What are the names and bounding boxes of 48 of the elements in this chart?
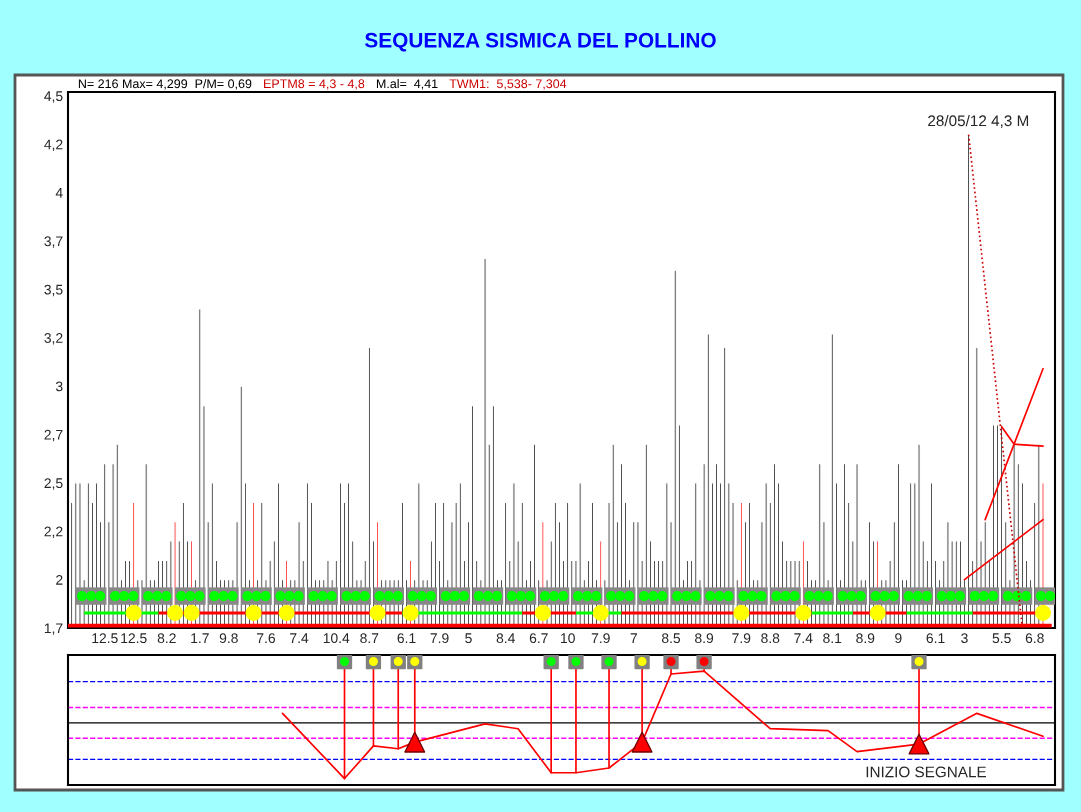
x-tick-label: 9.8 xyxy=(219,633,238,644)
x-tick-label: 12.5 xyxy=(92,633,118,644)
y-tick-label: 2 xyxy=(56,574,63,585)
x-tick-label: 7.9 xyxy=(732,633,751,644)
y-tick-label: 4,2 xyxy=(44,139,63,152)
x-tick-label: 3 xyxy=(961,633,968,644)
x-tick-label: 7.9 xyxy=(591,633,610,644)
text: EPTM8 = 4,3 - 4,8 xyxy=(264,79,365,90)
x-tick-label: 7 xyxy=(630,633,637,643)
x-tick-label: 8.9 xyxy=(695,633,714,644)
y-tick-label: 3,2 xyxy=(44,333,63,345)
y-tick-label: 3,7 xyxy=(44,236,63,248)
y-tick-label: 4,5 xyxy=(44,91,63,103)
x-tick-label: 6.8 xyxy=(1025,633,1044,644)
x-tick-label: 10 xyxy=(561,633,575,644)
x-tick-label: 5 xyxy=(465,633,472,644)
x-tick-label: 8.5 xyxy=(661,633,681,644)
x-tick-label: 7.4 xyxy=(290,633,309,643)
x-tick-label: 8.1 xyxy=(823,633,842,644)
annotation: 28/05/12 4,3 M xyxy=(928,114,1029,128)
x-tick-label: 7.4 xyxy=(794,633,813,643)
x-tick-label: 10.4 xyxy=(323,633,350,644)
y-tick-label: 2,5 xyxy=(44,478,63,490)
x-tick-label: 8.8 xyxy=(761,633,780,644)
x-tick-label: 8.9 xyxy=(856,633,875,644)
x-tick-label: 7.6 xyxy=(257,633,276,644)
x-tick-label: 8.4 xyxy=(496,633,515,644)
y-tick-label: 1,7 xyxy=(44,623,63,635)
x-tick-label: 7.9 xyxy=(430,633,449,644)
text: N= 216 Max= 4,299 P/M= 0,69 xyxy=(78,78,252,90)
text: M.al= 4,41 xyxy=(376,78,438,90)
x-tick-label: 6.1 xyxy=(926,633,945,644)
x-tick-label: 8.2 xyxy=(157,633,176,644)
x-tick-label: 12.5 xyxy=(121,633,147,644)
x-tick-label: 6.1 xyxy=(397,633,416,644)
x-tick-label: 5.5 xyxy=(992,633,1011,644)
annotation: INIZIO SEGNALE xyxy=(866,766,987,778)
y-tick-label: 3,5 xyxy=(44,284,63,297)
chart-title: SEQUENZA SISMICA DEL POLLINO xyxy=(364,32,716,52)
x-tick-label: 6.7 xyxy=(529,633,548,644)
y-tick-label: 2,7 xyxy=(44,429,63,442)
x-tick-label: 1.7 xyxy=(191,633,209,643)
y-tick-label: 2,2 xyxy=(44,526,63,539)
y-tick-label: 3 xyxy=(55,381,63,392)
x-tick-label: 9 xyxy=(895,633,902,644)
text: TWM1: 5,538- 7,304 xyxy=(449,79,567,90)
y-tick-label: 4 xyxy=(55,188,63,198)
x-tick-label: 8.7 xyxy=(360,633,379,644)
